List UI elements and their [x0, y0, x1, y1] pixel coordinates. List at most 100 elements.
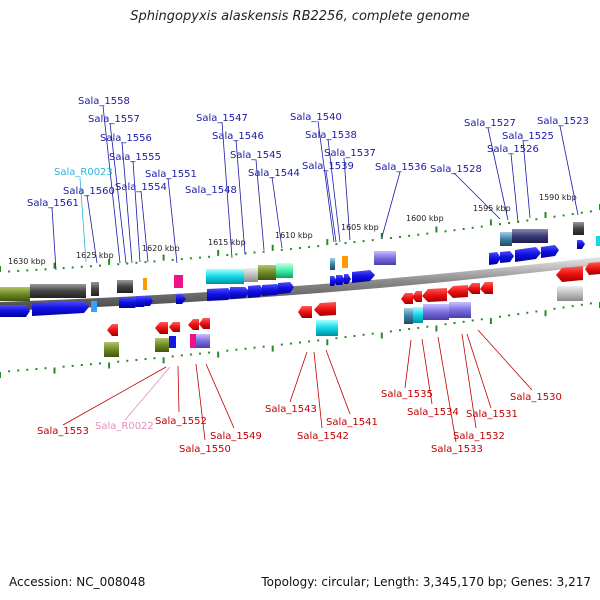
gene-label-sala-1535[interactable]: Sala_1535: [381, 389, 433, 400]
ruler-minor-tick: [17, 369, 20, 372]
ruler-minor-tick: [135, 261, 138, 264]
gene-label-sala-1537[interactable]: Sala_1537: [324, 148, 376, 159]
gene-arrow: [262, 284, 282, 296]
ruler-minor-tick: [208, 255, 211, 258]
ruler-minor-tick: [280, 248, 283, 251]
ruler-minor-tick: [535, 218, 538, 221]
gene-label-sala-1531[interactable]: Sala_1531: [466, 409, 518, 420]
ruler-label-1610kbp: 1610 kbp: [275, 231, 313, 240]
gene-label-sala-r0022[interactable]: Sala_R0022: [95, 421, 154, 432]
ruler-minor-tick: [480, 318, 483, 321]
gene-label-sala-1544[interactable]: Sala_1544: [248, 168, 300, 179]
gene-arrow: [541, 245, 559, 258]
ruler-minor-tick: [580, 303, 583, 306]
forward-leader-lines: [51, 105, 579, 271]
ruler-major-tick: [271, 345, 274, 352]
gene-label-sala-1526[interactable]: Sala_1526: [487, 144, 539, 155]
gene-arrow: [155, 322, 168, 334]
gene-label-sala-r0023[interactable]: Sala_R0023: [54, 167, 113, 178]
ruler-minor-tick: [289, 342, 292, 345]
ruler-minor-tick: [308, 246, 311, 249]
ruler-minor-tick: [226, 349, 229, 352]
gene-label-sala-1523[interactable]: Sala_1523: [537, 116, 589, 127]
gene-arrow: [32, 301, 89, 316]
ruler-minor-tick: [289, 247, 292, 250]
ruler-minor-tick: [335, 243, 338, 246]
gene-label-sala-1538[interactable]: Sala_1538: [305, 130, 357, 141]
gene-label-sala-1554[interactable]: Sala_1554: [115, 182, 167, 193]
ruler-minor-tick: [535, 310, 538, 313]
ruler-label-1630kbp: 1630 kbp: [8, 257, 46, 266]
forward-strand-features: [0, 240, 585, 317]
ruler-minor-tick: [308, 340, 311, 343]
gene-label-sala-1556[interactable]: Sala_1556: [100, 133, 152, 144]
gene-label-sala-1536[interactable]: Sala_1536: [375, 162, 427, 173]
gene-label-sala-1555[interactable]: Sala_1555: [109, 152, 161, 163]
ruler-minor-tick: [562, 306, 565, 309]
gene-label-sala-1534[interactable]: Sala_1534: [407, 407, 459, 418]
ruler-major-tick: [162, 254, 165, 261]
gene-arrow: [489, 252, 501, 265]
gene-label-sala-1545[interactable]: Sala_1545: [230, 150, 282, 161]
ruler-label-1605kbp: 1605 kbp: [341, 223, 379, 232]
ruler-minor-tick: [344, 336, 347, 339]
gene-arrow: [336, 275, 345, 285]
gene-label-sala-1547[interactable]: Sala_1547: [196, 113, 248, 124]
gene-label-sala-1539[interactable]: Sala_1539: [302, 161, 354, 172]
gene-label-sala-1548[interactable]: Sala_1548: [185, 185, 237, 196]
ruler-minor-tick: [189, 353, 192, 356]
ruler-minor-tick: [562, 214, 565, 217]
ruler-major-tick: [53, 367, 56, 374]
ruler-minor-tick: [353, 335, 356, 337]
accession-text: Accession: NC_008048: [9, 575, 146, 589]
gene-label-sala-1553[interactable]: Sala_1553: [37, 426, 89, 437]
ruler-major-tick: [544, 212, 547, 218]
gene-label-sala-1551[interactable]: Sala_1551: [145, 169, 197, 180]
ruler-minor-tick: [508, 222, 511, 224]
gene-arrow: [199, 318, 210, 329]
ruler-label-1625kbp: 1625 kbp: [76, 251, 114, 260]
ruler-minor-tick: [126, 359, 129, 362]
ruler-minor-tick: [589, 210, 592, 213]
gene-label-sala-1557[interactable]: Sala_1557: [88, 114, 140, 125]
ruler-minor-tick: [399, 235, 401, 238]
gene-arrow: [447, 285, 468, 298]
cog-block: [374, 251, 396, 265]
ruler-minor-tick: [571, 305, 574, 308]
ruler-minor-tick: [362, 240, 365, 243]
cog-block: [196, 334, 210, 348]
ruler-major-tick: [435, 325, 438, 332]
gene-label-sala-1528[interactable]: Sala_1528: [430, 164, 482, 175]
ruler-minor-tick: [44, 268, 47, 271]
cog-block: [512, 229, 548, 243]
ruler-minor-tick: [389, 330, 392, 333]
ruler-minor-tick: [235, 348, 238, 351]
gene-label-sala-1540[interactable]: Sala_1540: [290, 112, 342, 123]
ruler-minor-tick: [189, 257, 192, 260]
gene-label-sala-1546[interactable]: Sala_1546: [212, 131, 264, 142]
gene-label-sala-1532[interactable]: Sala_1532: [453, 431, 505, 442]
ruler-minor-tick: [580, 211, 583, 214]
gene-arrow: [344, 274, 351, 284]
ruler-minor-tick: [589, 302, 592, 305]
gene-label-sala-1550[interactable]: Sala_1550: [179, 444, 231, 455]
gene-label-sala-1542[interactable]: Sala_1542: [297, 431, 349, 442]
ruler-minor-tick: [426, 232, 429, 235]
gene-arrow: [422, 288, 447, 302]
ruler-minor-tick: [526, 311, 529, 314]
gene-label-sala-1543[interactable]: Sala_1543: [265, 404, 317, 415]
ruler-minor-tick: [444, 323, 447, 326]
gene-label-sala-1533[interactable]: Sala_1533: [431, 444, 483, 455]
gene-label-sala-1549[interactable]: Sala_1549: [210, 431, 262, 442]
gene-arrow: [298, 306, 312, 318]
gene-label-sala-1558[interactable]: Sala_1558: [78, 96, 130, 107]
gene-label-sala-1560[interactable]: Sala_1560: [63, 186, 115, 197]
gene-label-sala-1527[interactable]: Sala_1527: [464, 118, 516, 129]
gene-label-sala-1561[interactable]: Sala_1561: [27, 198, 79, 209]
ruler-minor-tick: [553, 215, 556, 218]
gene-label-sala-1541[interactable]: Sala_1541: [326, 417, 378, 428]
ruler-minor-tick: [35, 368, 38, 370]
gene-label-sala-1530[interactable]: Sala_1530: [510, 392, 562, 403]
gene-label-sala-1525[interactable]: Sala_1525: [502, 131, 554, 142]
gene-label-sala-1552[interactable]: Sala_1552: [155, 416, 207, 427]
